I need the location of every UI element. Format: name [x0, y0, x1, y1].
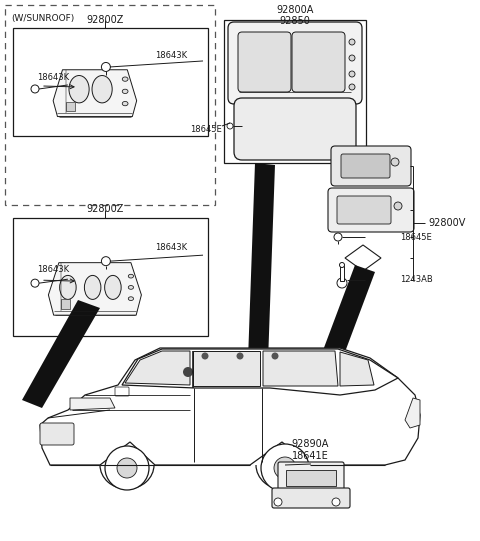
- Ellipse shape: [69, 76, 89, 103]
- Circle shape: [337, 278, 347, 288]
- Text: 18643K: 18643K: [37, 266, 69, 274]
- Circle shape: [272, 353, 278, 360]
- Text: 18643K: 18643K: [37, 72, 69, 82]
- Text: 92850: 92850: [279, 16, 311, 26]
- Polygon shape: [122, 349, 398, 395]
- Ellipse shape: [60, 275, 76, 299]
- Text: 92800A: 92800A: [276, 5, 314, 15]
- Polygon shape: [263, 351, 338, 386]
- Circle shape: [261, 444, 309, 492]
- Polygon shape: [405, 398, 420, 428]
- Polygon shape: [310, 265, 375, 392]
- Polygon shape: [40, 348, 420, 465]
- FancyBboxPatch shape: [228, 22, 362, 104]
- Circle shape: [349, 55, 355, 61]
- Polygon shape: [70, 398, 115, 410]
- Circle shape: [183, 367, 193, 377]
- Circle shape: [394, 202, 402, 210]
- Circle shape: [101, 62, 110, 71]
- Polygon shape: [248, 163, 275, 362]
- Bar: [13, 218, 208, 336]
- Text: 18643K: 18643K: [155, 242, 187, 252]
- Text: 92890A: 92890A: [291, 439, 329, 449]
- Ellipse shape: [105, 275, 121, 299]
- Bar: [5, 5, 215, 205]
- Ellipse shape: [128, 274, 133, 278]
- Circle shape: [117, 458, 137, 478]
- Text: 18641E: 18641E: [292, 451, 328, 461]
- Text: 18645E: 18645E: [400, 233, 432, 241]
- Polygon shape: [22, 300, 100, 408]
- Circle shape: [349, 84, 355, 90]
- Polygon shape: [48, 263, 142, 315]
- Bar: [286, 470, 336, 486]
- Text: 1243AB: 1243AB: [400, 275, 433, 285]
- FancyBboxPatch shape: [341, 154, 390, 178]
- Circle shape: [227, 123, 233, 129]
- Circle shape: [105, 446, 149, 490]
- Polygon shape: [193, 351, 260, 386]
- Circle shape: [334, 233, 342, 241]
- FancyBboxPatch shape: [40, 423, 74, 445]
- Bar: [340, 266, 344, 281]
- Ellipse shape: [122, 77, 128, 81]
- Text: 18643K: 18643K: [155, 50, 187, 60]
- Bar: [224, 20, 366, 163]
- Circle shape: [31, 85, 39, 93]
- Bar: [61, 299, 70, 309]
- FancyBboxPatch shape: [238, 32, 291, 92]
- FancyBboxPatch shape: [331, 146, 411, 186]
- Text: 92800Z: 92800Z: [86, 15, 124, 25]
- FancyBboxPatch shape: [115, 387, 129, 396]
- Circle shape: [274, 457, 296, 479]
- Bar: [13, 28, 208, 136]
- Circle shape: [349, 71, 355, 77]
- Circle shape: [349, 39, 355, 45]
- Ellipse shape: [92, 76, 112, 103]
- Circle shape: [339, 262, 345, 267]
- Circle shape: [391, 158, 399, 166]
- Circle shape: [332, 498, 340, 506]
- Polygon shape: [340, 352, 374, 386]
- FancyBboxPatch shape: [272, 488, 350, 508]
- Circle shape: [274, 498, 282, 506]
- Polygon shape: [125, 351, 190, 385]
- Ellipse shape: [122, 89, 128, 94]
- Circle shape: [202, 353, 208, 360]
- Text: 92800Z: 92800Z: [86, 204, 124, 214]
- Polygon shape: [53, 70, 137, 116]
- Circle shape: [101, 256, 110, 266]
- Polygon shape: [345, 245, 381, 271]
- Text: 18645E: 18645E: [190, 126, 222, 135]
- Bar: [66, 102, 75, 111]
- FancyBboxPatch shape: [234, 98, 356, 160]
- Ellipse shape: [122, 102, 128, 105]
- Text: (W/SUNROOF): (W/SUNROOF): [11, 14, 74, 23]
- FancyBboxPatch shape: [292, 32, 345, 92]
- Ellipse shape: [84, 275, 101, 299]
- Ellipse shape: [128, 297, 133, 301]
- FancyBboxPatch shape: [278, 462, 344, 494]
- Circle shape: [31, 279, 39, 287]
- Ellipse shape: [128, 286, 133, 289]
- FancyBboxPatch shape: [328, 188, 414, 232]
- FancyBboxPatch shape: [337, 196, 391, 224]
- Text: 92800V: 92800V: [428, 218, 466, 228]
- Circle shape: [237, 353, 243, 360]
